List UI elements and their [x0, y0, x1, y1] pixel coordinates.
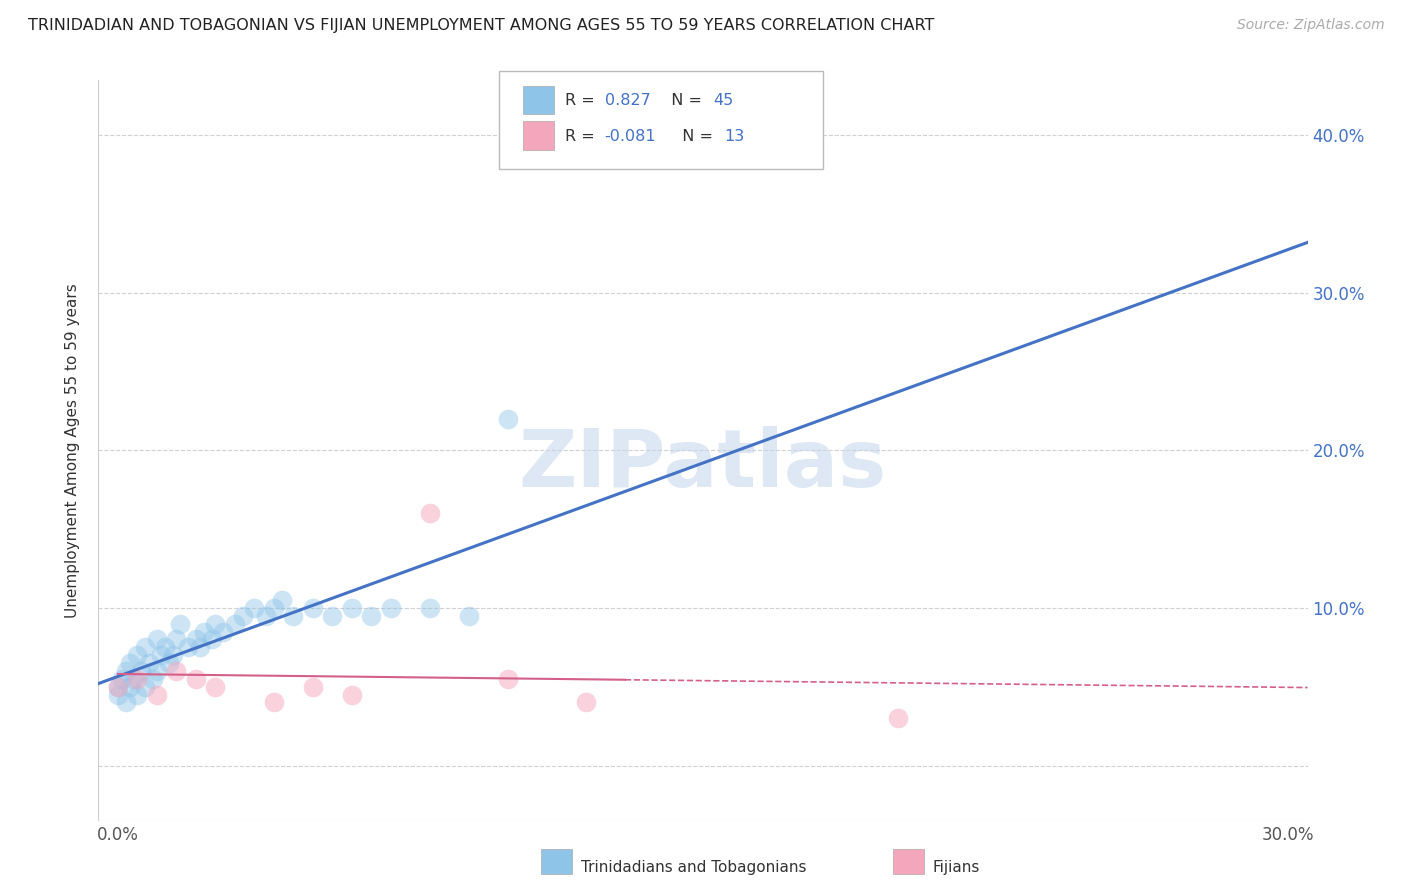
Point — [114, 696, 136, 710]
Point — [146, 664, 169, 678]
Point — [254, 608, 277, 623]
Point — [118, 656, 141, 670]
Point — [107, 680, 129, 694]
Point — [302, 601, 325, 615]
Point — [169, 616, 191, 631]
Point — [146, 688, 169, 702]
Point — [131, 664, 153, 678]
Text: Fijians: Fijians — [932, 860, 980, 874]
Point — [107, 680, 129, 694]
Point — [127, 672, 149, 686]
Point — [263, 601, 285, 615]
Text: Trinidadians and Tobagonians: Trinidadians and Tobagonians — [581, 860, 806, 874]
Point — [270, 593, 292, 607]
Point — [321, 608, 343, 623]
Text: 0.827: 0.827 — [605, 94, 651, 108]
Point — [200, 632, 222, 647]
Point — [340, 601, 363, 615]
Point — [283, 608, 305, 623]
Point — [575, 696, 598, 710]
Point — [224, 616, 246, 631]
Point — [184, 632, 207, 647]
Point — [887, 711, 910, 725]
Point — [146, 632, 169, 647]
Point — [107, 688, 129, 702]
Text: N =: N = — [672, 129, 718, 144]
Text: N =: N = — [661, 94, 707, 108]
Y-axis label: Unemployment Among Ages 55 to 59 years: Unemployment Among Ages 55 to 59 years — [65, 283, 80, 618]
Point — [184, 672, 207, 686]
Text: 45: 45 — [713, 94, 733, 108]
Point — [122, 672, 145, 686]
Point — [204, 680, 226, 694]
Point — [496, 672, 519, 686]
Point — [165, 632, 187, 647]
Point — [263, 696, 285, 710]
Point — [193, 624, 215, 639]
Text: -0.081: -0.081 — [605, 129, 657, 144]
Point — [302, 680, 325, 694]
Point — [212, 624, 235, 639]
Point — [127, 648, 149, 663]
Point — [149, 648, 172, 663]
Point — [111, 672, 134, 686]
Point — [419, 601, 441, 615]
Point — [419, 507, 441, 521]
Text: R =: R = — [565, 94, 600, 108]
Point — [340, 688, 363, 702]
Point — [165, 664, 187, 678]
Point — [153, 640, 176, 655]
Point — [177, 640, 200, 655]
Text: Source: ZipAtlas.com: Source: ZipAtlas.com — [1237, 18, 1385, 32]
Point — [114, 664, 136, 678]
Point — [232, 608, 254, 623]
Point — [496, 412, 519, 426]
Text: 13: 13 — [724, 129, 744, 144]
Point — [204, 616, 226, 631]
Point — [380, 601, 402, 615]
Point — [188, 640, 211, 655]
Text: ZIPatlas: ZIPatlas — [519, 426, 887, 504]
Point — [138, 656, 160, 670]
Point — [134, 640, 156, 655]
Text: R =: R = — [565, 129, 600, 144]
Point — [157, 656, 180, 670]
Point — [118, 680, 141, 694]
Point — [134, 680, 156, 694]
Point — [142, 672, 165, 686]
Point — [162, 648, 184, 663]
Text: TRINIDADIAN AND TOBAGONIAN VS FIJIAN UNEMPLOYMENT AMONG AGES 55 TO 59 YEARS CORR: TRINIDADIAN AND TOBAGONIAN VS FIJIAN UNE… — [28, 18, 935, 33]
Point — [360, 608, 382, 623]
Point — [243, 601, 266, 615]
Point — [127, 688, 149, 702]
Point — [458, 608, 481, 623]
